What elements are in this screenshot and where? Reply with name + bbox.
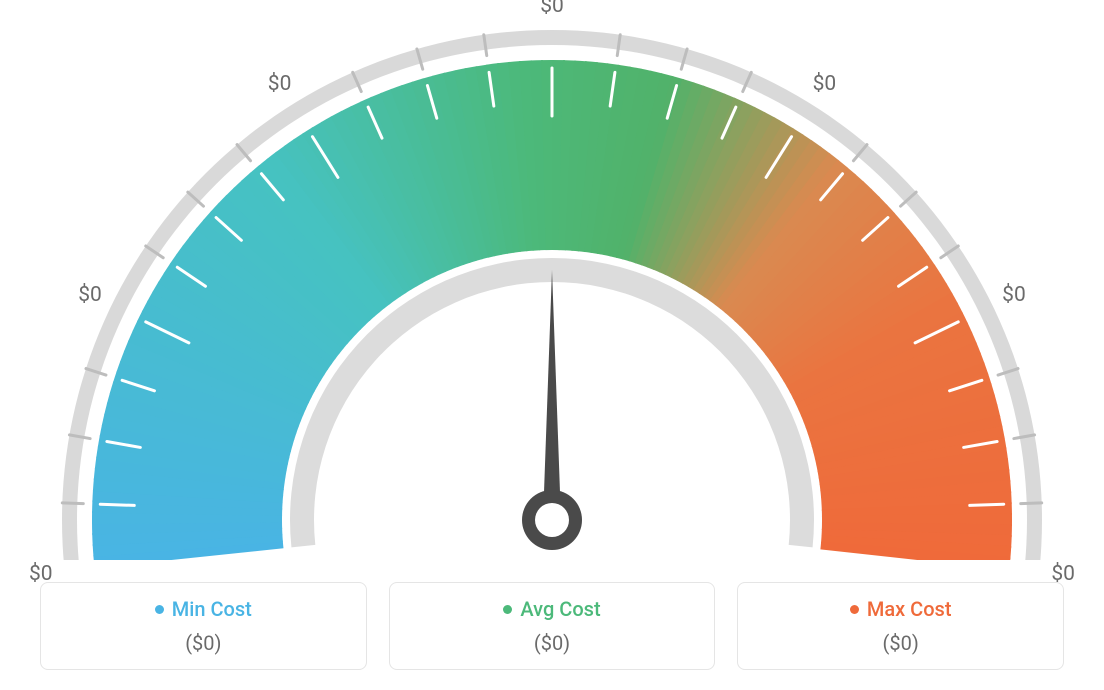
gauge-tick-label: $0 (813, 72, 837, 96)
cost-gauge-infographic: $0$0$0$0$0$0$0 Min Cost ($0) Avg Cost ($… (0, 0, 1104, 690)
gauge-tick-label: $0 (540, 0, 564, 18)
legend-card-min: Min Cost ($0) (40, 582, 367, 670)
legend-dot-min (155, 605, 164, 614)
gauge-tick-label: $0 (268, 72, 292, 96)
legend-title-max: Max Cost (748, 597, 1053, 621)
legend-label-min: Min Cost (172, 597, 252, 621)
legend-row: Min Cost ($0) Avg Cost ($0) Max Cost ($0… (40, 582, 1064, 670)
legend-label-avg: Avg Cost (520, 597, 600, 621)
legend-title-min: Min Cost (51, 597, 356, 621)
legend-card-max: Max Cost ($0) (737, 582, 1064, 670)
legend-value-avg: ($0) (400, 631, 705, 655)
legend-dot-avg (503, 605, 512, 614)
gauge-chart: $0$0$0$0$0$0$0 (0, 0, 1104, 560)
gauge-tick-label: $0 (1002, 283, 1026, 307)
legend-title-avg: Avg Cost (400, 597, 705, 621)
gauge-tick-label: $0 (78, 283, 102, 307)
legend-label-max: Max Cost (867, 597, 952, 621)
legend-dot-max (850, 605, 859, 614)
gauge-svg (0, 0, 1104, 560)
legend-card-avg: Avg Cost ($0) (389, 582, 716, 670)
legend-value-min: ($0) (51, 631, 356, 655)
legend-value-max: ($0) (748, 631, 1053, 655)
